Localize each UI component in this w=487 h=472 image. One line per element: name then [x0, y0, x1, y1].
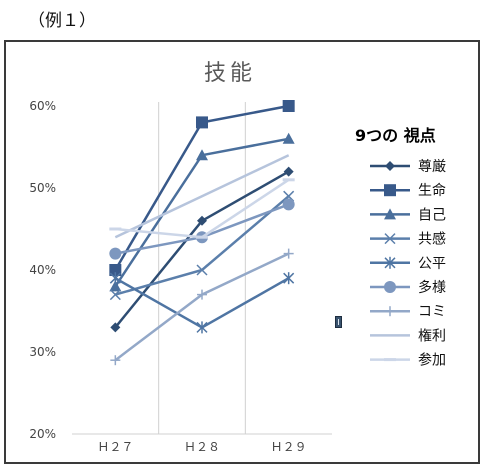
data-point [283, 272, 295, 285]
chart-frame [4, 40, 480, 464]
legend-item: 尊厳 [370, 158, 446, 175]
y-tick-label: 60% [29, 99, 56, 113]
grid-layer [72, 102, 332, 435]
data-point [110, 355, 121, 366]
legend-item: 参加 [370, 352, 446, 369]
legend-label: 自己 [418, 207, 446, 223]
data-point [196, 116, 208, 129]
x-tick-label: Ｈ２８ [184, 440, 220, 454]
data-point [384, 281, 396, 293]
data-point [109, 247, 122, 260]
data-point [384, 184, 396, 197]
resize-handle-icon[interactable] [335, 316, 342, 328]
series-line [114, 154, 290, 239]
legend-title: 9つの 視点 [355, 126, 436, 145]
data-point [384, 256, 396, 269]
series-共感 [109, 190, 295, 301]
legend-label: コミ [418, 304, 446, 320]
legend-item: 自己 [370, 207, 446, 223]
legend-label: 生命 [418, 182, 446, 199]
data-point [196, 321, 208, 334]
x-tick-label: Ｈ２９ [271, 440, 307, 454]
y-tick-label: 30% [29, 345, 56, 359]
x-tick-label: Ｈ２７ [97, 440, 133, 454]
data-point [282, 198, 295, 211]
series-line [114, 137, 289, 288]
data-point [109, 272, 121, 285]
x-axis-ticks: Ｈ２７ Ｈ２８ Ｈ２９ [97, 440, 306, 454]
data-point [283, 166, 294, 177]
series-line [115, 178, 290, 239]
data-point [385, 306, 395, 317]
data-point [283, 248, 294, 259]
legend-item: 公平 [370, 256, 446, 272]
chart-title: 技能 [203, 61, 256, 86]
series-権利 [114, 154, 290, 239]
data-point [196, 264, 208, 276]
legend-label: 多様 [418, 279, 446, 296]
series-自己 [109, 132, 295, 292]
legend-label: 権利 [418, 327, 446, 344]
data-point [282, 132, 295, 144]
y-tick-label: 20% [29, 427, 56, 441]
legend-item: 生命 [370, 182, 446, 199]
legend-item: 多様 [370, 279, 446, 296]
series-layer [109, 100, 295, 366]
legend-label: 参加 [418, 352, 446, 369]
data-point [109, 289, 121, 301]
legend-label: 共感 [418, 231, 446, 248]
data-point [384, 233, 396, 245]
y-tick-label: 50% [29, 181, 56, 195]
y-axis-ticks: 20% 30% 40% 50% 60% [29, 99, 56, 441]
data-point [197, 215, 207, 226]
legend-label: 公平 [418, 256, 446, 272]
data-point [109, 280, 122, 292]
data-point [385, 161, 395, 171]
data-point [196, 149, 208, 161]
series-line [114, 277, 290, 329]
series-尊厳 [110, 166, 294, 333]
legend-item: 共感 [370, 231, 446, 248]
data-point [282, 100, 295, 112]
series-多様 [109, 198, 295, 260]
series-生命 [109, 100, 295, 276]
data-point [197, 289, 207, 300]
data-point [110, 322, 121, 333]
series-公平 [109, 272, 295, 334]
series-コミ [110, 248, 294, 366]
legend-item: 権利 [370, 327, 446, 344]
data-point [109, 264, 122, 276]
y-tick-label: 40% [29, 263, 56, 277]
series-参加 [109, 178, 295, 239]
figure-caption: （例１） [28, 11, 96, 31]
data-point [384, 208, 396, 220]
legend-label: 尊厳 [418, 158, 446, 175]
legend-item: コミ [370, 304, 446, 320]
